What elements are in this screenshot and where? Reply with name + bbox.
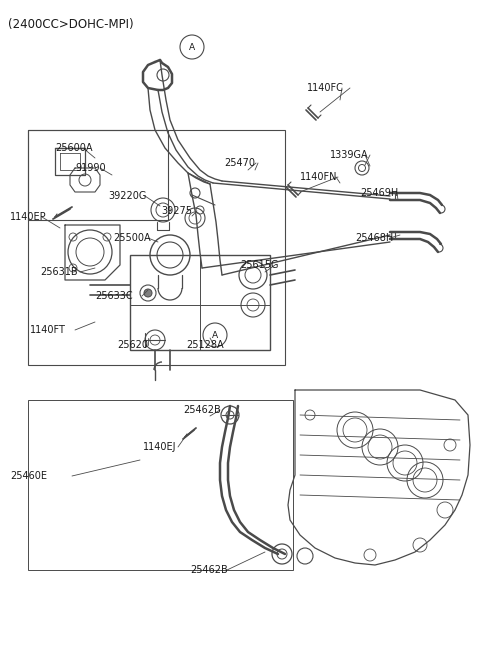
Text: 25462B: 25462B <box>190 565 228 575</box>
Text: 39220G: 39220G <box>108 191 146 201</box>
Text: 1140FT: 1140FT <box>30 325 66 335</box>
Text: 39275: 39275 <box>161 206 192 216</box>
Text: 1140EP: 1140EP <box>10 212 47 222</box>
Text: 25468H: 25468H <box>355 233 393 243</box>
Text: 25470: 25470 <box>224 158 255 168</box>
Text: 25460E: 25460E <box>10 471 47 481</box>
Text: 1140EJ: 1140EJ <box>143 442 177 452</box>
Text: 25615G: 25615G <box>240 260 278 270</box>
Text: 25500A: 25500A <box>113 233 151 243</box>
Text: 1339GA: 1339GA <box>330 150 369 160</box>
Text: 25620: 25620 <box>117 340 148 350</box>
Text: A: A <box>212 331 218 339</box>
Text: (2400CC>DOHC-MPI): (2400CC>DOHC-MPI) <box>8 18 133 31</box>
Bar <box>28 400 293 570</box>
Text: 25631B: 25631B <box>40 267 78 277</box>
Text: 25600A: 25600A <box>55 143 93 153</box>
Text: 25633C: 25633C <box>95 291 132 301</box>
Circle shape <box>144 289 152 297</box>
Text: A: A <box>189 43 195 52</box>
Text: 1140FC: 1140FC <box>307 83 344 93</box>
Bar <box>130 255 270 350</box>
Text: 25469H: 25469H <box>360 188 398 198</box>
Text: 25462B: 25462B <box>183 405 221 415</box>
Text: 1140FN: 1140FN <box>300 172 337 182</box>
Text: 91990: 91990 <box>75 163 106 173</box>
Bar <box>28 130 285 365</box>
Text: 25128A: 25128A <box>186 340 224 350</box>
